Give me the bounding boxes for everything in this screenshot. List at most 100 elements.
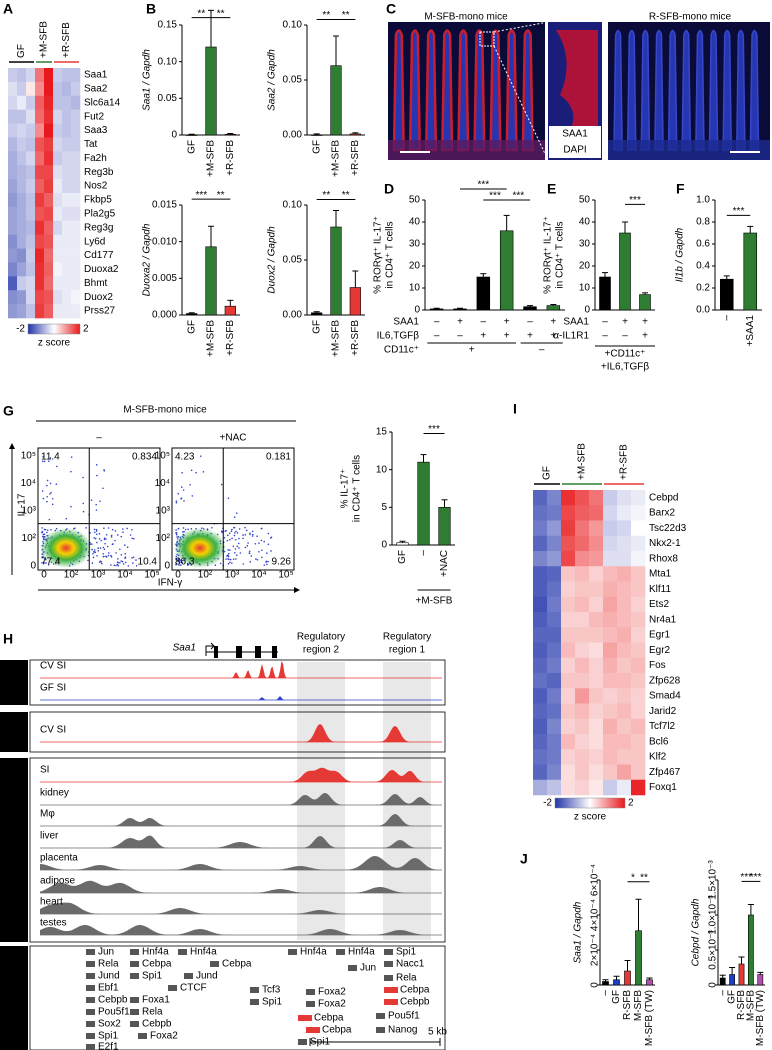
section-frame bbox=[29, 659, 446, 706]
tf-label: Jun bbox=[98, 947, 114, 958]
heatmap-cell bbox=[561, 490, 576, 506]
heatmap-cell bbox=[603, 596, 618, 613]
heatmap-cell bbox=[35, 220, 45, 235]
heatmap-cell bbox=[631, 505, 646, 521]
heatmap-cell bbox=[575, 657, 590, 674]
flow-event bbox=[219, 562, 222, 565]
flow-event bbox=[52, 498, 54, 500]
heatmap-cell bbox=[617, 764, 632, 781]
tf-label: Nanog bbox=[388, 1025, 417, 1036]
colorbar-label: z score bbox=[38, 338, 71, 349]
panel-label: E bbox=[547, 181, 556, 197]
condition-value: – bbox=[434, 331, 440, 342]
flow-event bbox=[82, 502, 85, 505]
flow-event bbox=[261, 549, 263, 552]
bar bbox=[757, 974, 764, 986]
heatmap-cell bbox=[575, 734, 590, 750]
track-label: CV SI bbox=[40, 725, 66, 736]
flow-event bbox=[227, 555, 230, 558]
group-label: GF bbox=[542, 466, 553, 480]
y-tick-label: 0.6 bbox=[696, 239, 710, 250]
heatmap-cell bbox=[547, 673, 562, 689]
bar bbox=[602, 981, 609, 986]
y-tick-label: 0.10 bbox=[283, 20, 303, 31]
heatmap-cell bbox=[44, 206, 54, 222]
gene-label: Saa3 bbox=[84, 125, 108, 136]
condition-label: – bbox=[96, 433, 102, 444]
section-label: -seq bbox=[15, 722, 26, 743]
heatmap-cell bbox=[603, 566, 618, 582]
heatmap-cell bbox=[35, 290, 45, 305]
heatmap-cell bbox=[547, 520, 562, 537]
villus bbox=[441, 29, 454, 152]
heatmap-cell bbox=[533, 581, 548, 598]
heatmap-cell bbox=[8, 123, 18, 138]
y-tick-label: 0 bbox=[584, 305, 590, 316]
section-tab bbox=[0, 946, 28, 1050]
flow-event bbox=[124, 552, 127, 555]
flow-event bbox=[70, 470, 72, 473]
flow-event bbox=[103, 527, 105, 529]
significance-label: *** bbox=[489, 191, 501, 202]
section-tab bbox=[0, 712, 28, 752]
tf-peak bbox=[250, 987, 259, 993]
heatmap-cell bbox=[17, 290, 27, 305]
flow-event bbox=[117, 561, 120, 564]
flow-event bbox=[263, 540, 265, 543]
significance-label: *** bbox=[629, 195, 641, 206]
gene-label: Fos bbox=[649, 660, 666, 671]
flow-event bbox=[229, 558, 232, 561]
heatmap-cell bbox=[53, 165, 63, 180]
y-tick-label: 4×10⁻⁴ bbox=[590, 899, 601, 931]
flow-event bbox=[231, 528, 233, 531]
heatmap-cell bbox=[617, 566, 632, 582]
heatmap-cell bbox=[71, 95, 81, 110]
flow-event bbox=[44, 528, 47, 531]
heatmap-cell bbox=[17, 220, 27, 235]
gene-label: Zfp467 bbox=[649, 767, 681, 778]
heatmap-cell bbox=[17, 262, 27, 277]
flow-event bbox=[42, 460, 44, 463]
flow-event bbox=[258, 542, 260, 544]
significance-label: *** bbox=[733, 206, 745, 217]
flow-event bbox=[227, 534, 229, 537]
flow-event bbox=[50, 491, 52, 494]
heatmap-cell bbox=[8, 151, 18, 166]
heatmap-cell bbox=[547, 581, 562, 598]
x-tick-label: GF bbox=[186, 140, 197, 154]
heatmap-cell bbox=[589, 581, 604, 598]
heatmap-cell bbox=[533, 535, 548, 552]
flow-event bbox=[131, 557, 133, 559]
heatmap-cell bbox=[547, 657, 562, 674]
flow-event bbox=[256, 535, 258, 537]
heatmap-cell bbox=[547, 566, 562, 582]
bar bbox=[546, 305, 561, 311]
group-label: +R-SFB bbox=[61, 22, 72, 58]
heatmap-cell bbox=[575, 596, 590, 613]
heatmap-cell bbox=[631, 764, 646, 781]
heatmap-cell bbox=[589, 566, 604, 582]
flow-event bbox=[235, 554, 238, 557]
heatmap-cell bbox=[17, 193, 27, 208]
flow-event bbox=[100, 561, 103, 563]
flow-event bbox=[100, 562, 103, 565]
flow-event bbox=[131, 537, 134, 540]
heatmap-cell bbox=[603, 612, 618, 628]
heatmap-cell bbox=[603, 581, 618, 598]
bar bbox=[646, 979, 653, 986]
flow-event bbox=[239, 552, 242, 554]
flow-event bbox=[233, 526, 235, 529]
heatmap-cell bbox=[26, 276, 36, 291]
heatmap-cell bbox=[561, 505, 576, 521]
heatmap-cell bbox=[533, 688, 548, 704]
bar bbox=[224, 133, 236, 136]
heatmap-cell bbox=[53, 276, 63, 291]
section-label: RNA-seq bbox=[10, 661, 21, 703]
tf-label: Jun bbox=[360, 963, 376, 974]
heatmap-cell bbox=[62, 151, 72, 166]
heatmap-cell bbox=[62, 248, 72, 263]
heatmap-cell bbox=[17, 137, 27, 152]
flow-event bbox=[95, 509, 98, 511]
axis-tick-label: 10⁴ bbox=[155, 478, 170, 489]
tf-label: Foxa1 bbox=[142, 995, 170, 1006]
